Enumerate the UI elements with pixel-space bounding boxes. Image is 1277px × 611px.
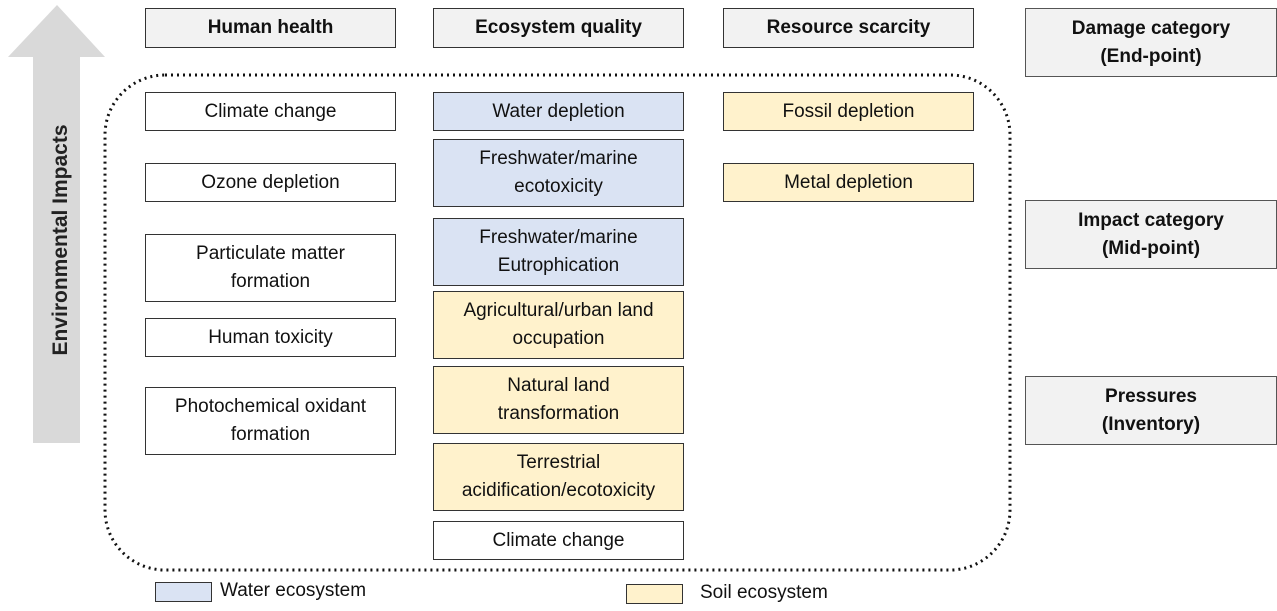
impact-box: Ozone depletion	[145, 163, 396, 202]
text-line: Damage category	[1071, 17, 1231, 39]
impact-box: Water depletion	[433, 92, 684, 131]
legend-swatch	[155, 582, 212, 602]
text-line: Agricultural/urban land	[463, 300, 654, 321]
impact-box: Freshwater/marine Eutrophication	[433, 218, 684, 286]
column-header: Ecosystem quality	[433, 8, 684, 48]
impact-box: Climate change	[145, 92, 396, 131]
impact-box: Human toxicity	[145, 318, 396, 357]
legend-label: Water ecosystem	[220, 580, 367, 601]
level-box: Pressures (Inventory)	[1025, 376, 1277, 445]
text-line: occupation	[512, 328, 605, 349]
text-line: Impact category	[1078, 209, 1224, 231]
text-line: (Mid-point)	[1101, 237, 1201, 259]
text-line: Eutrophication	[497, 255, 620, 276]
text-line: Pressures	[1105, 385, 1197, 407]
level-box: Damage category (End-point)	[1025, 8, 1277, 77]
text-line: (Inventory)	[1101, 413, 1201, 435]
text-line: Ozone depletion	[201, 171, 340, 193]
text-line: formation	[230, 424, 311, 445]
text-line: Water depletion	[492, 100, 625, 122]
text-line: Freshwater/marine	[479, 227, 638, 248]
text-line: Photochemical oxidant	[174, 396, 367, 417]
arrow-label: Environmental Impacts	[49, 124, 72, 355]
up-arrow	[8, 5, 105, 443]
text-line: transformation	[497, 403, 620, 424]
text-line: Fossil depletion	[782, 100, 915, 122]
impact-box: Fossil depletion	[723, 92, 974, 131]
text-line: Human toxicity	[208, 326, 333, 348]
text-line: Freshwater/marine	[479, 148, 638, 169]
column-header: Resource scarcity	[723, 8, 974, 48]
level-box: Impact category (Mid-point)	[1025, 200, 1277, 269]
legend-swatch	[626, 584, 683, 604]
text-line: formation	[230, 271, 311, 292]
dotted-group	[103, 73, 1012, 572]
impact-box: Agricultural/urban land occupation	[433, 291, 684, 359]
text-line: acidification/ecotoxicity	[461, 480, 656, 501]
impact-box: Climate change	[433, 521, 684, 560]
text-line: Natural land	[507, 375, 610, 396]
impact-box: Photochemical oxidant formation	[145, 387, 396, 455]
impact-box: Freshwater/marine ecotoxicity	[433, 139, 684, 207]
text-line: ecotoxicity	[514, 176, 603, 197]
text-line: Climate change	[204, 100, 337, 122]
text-line: Metal depletion	[784, 171, 913, 193]
text-line: Particulate matter	[196, 243, 345, 264]
text-line: Terrestrial	[516, 452, 601, 473]
legend-label: Soil ecosystem	[700, 582, 828, 603]
impact-box: Metal depletion	[723, 163, 974, 202]
impact-box: Natural land transformation	[433, 366, 684, 434]
column-header: Human health	[145, 8, 396, 48]
impact-box: Terrestrial acidification/ecotoxicity	[433, 443, 684, 511]
impact-box: Particulate matter formation	[145, 234, 396, 302]
text-line: Climate change	[492, 529, 625, 551]
text-line: (End-point)	[1100, 45, 1202, 67]
